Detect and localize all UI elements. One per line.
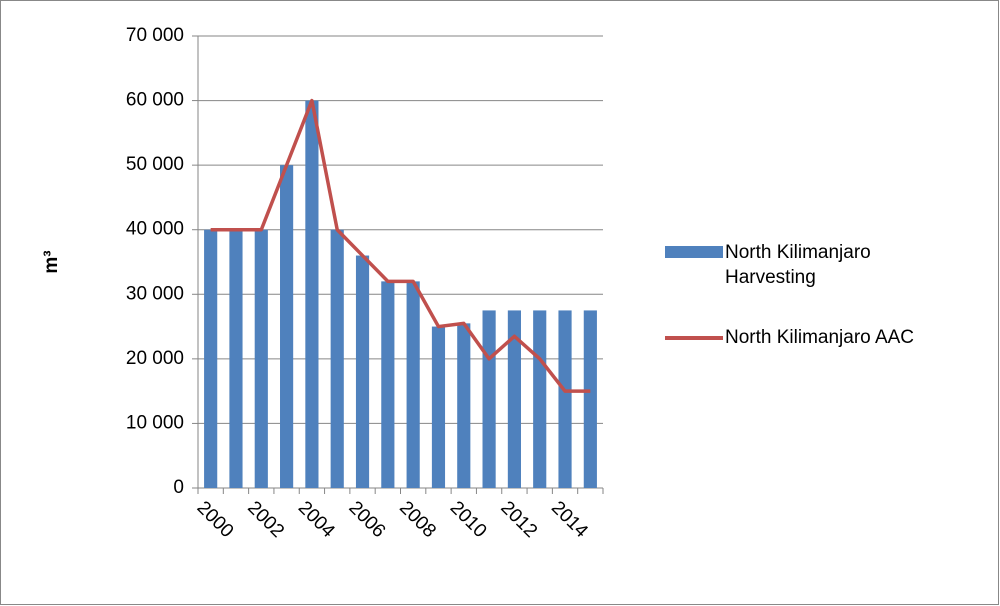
bar	[330, 229, 344, 488]
bar	[457, 323, 471, 488]
y-axis-label: m³	[41, 250, 62, 273]
bar	[406, 281, 420, 488]
y-tick-label: 70 000	[126, 25, 184, 46]
legend-swatch	[665, 336, 723, 340]
bar	[583, 310, 597, 488]
x-tick-label: 2006	[345, 497, 390, 542]
bar	[381, 281, 395, 488]
bar	[355, 255, 370, 488]
y-tick-label: 20 000	[126, 348, 184, 369]
y-tick-label: 0	[173, 477, 184, 498]
bar	[254, 229, 268, 488]
bar	[229, 229, 243, 488]
legend-label: North Kilimanjaro AAC	[725, 327, 915, 348]
legend-label: North Kilimanjaro Harvesting	[725, 242, 871, 288]
bar	[204, 229, 218, 488]
legend-entry: North Kilimanjaro Harvesting	[665, 240, 955, 290]
line	[210, 98, 591, 393]
bar	[558, 310, 572, 488]
y-tick-label: 30 000	[126, 283, 184, 304]
y-tick-label: 10 000	[126, 412, 184, 433]
x-tick-label: 2000	[193, 497, 238, 542]
bar	[507, 310, 521, 488]
legend-entry: North Kilimanjaro AAC	[665, 325, 955, 350]
bar	[482, 310, 496, 488]
legend-swatch	[665, 246, 723, 258]
bar	[533, 310, 547, 488]
x-tick-label: 2010	[446, 497, 491, 542]
x-tick-label: 2008	[395, 497, 440, 542]
bar	[431, 326, 446, 488]
x-tick-label: 2012	[496, 497, 541, 542]
y-tick-label: 40 000	[126, 219, 184, 240]
x-tick-label: 2014	[547, 497, 592, 542]
x-tick-label: 2004	[294, 497, 339, 542]
y-tick-label: 50 000	[126, 154, 184, 175]
y-tick-label: 60 000	[126, 90, 184, 111]
bar	[305, 100, 319, 489]
bar	[280, 165, 294, 488]
x-tick-label: 2002	[243, 497, 288, 542]
